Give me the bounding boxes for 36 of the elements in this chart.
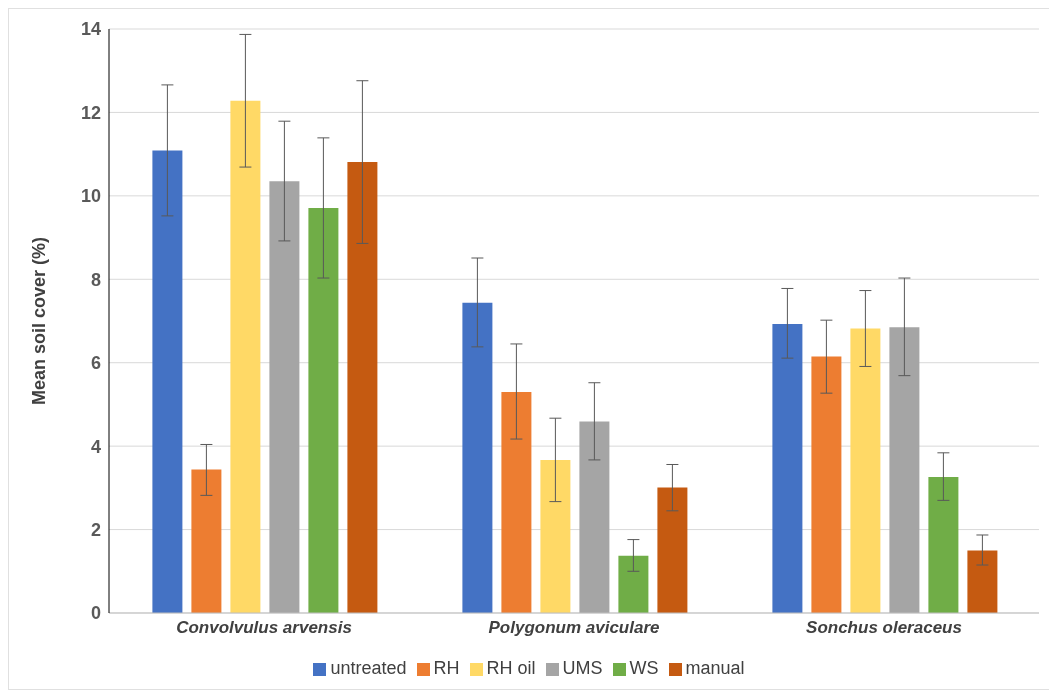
y-axis-title: Mean soil cover (%) xyxy=(29,236,50,406)
y-tick-label: 14 xyxy=(80,19,101,40)
bar xyxy=(928,477,959,613)
bar xyxy=(230,100,261,613)
bar xyxy=(967,550,998,613)
legend-label: untreated xyxy=(330,658,407,678)
y-tick-label: 2 xyxy=(90,519,101,540)
legend-label: RH xyxy=(433,658,460,678)
bar xyxy=(462,302,493,613)
y-tick-label: 12 xyxy=(80,102,101,123)
legend-label: RH oil xyxy=(486,658,536,678)
y-tick-label: 4 xyxy=(90,436,101,457)
x-tick-label: Convolvulus arvensis xyxy=(176,618,352,638)
bar xyxy=(811,356,842,613)
bar xyxy=(347,162,378,613)
bar xyxy=(618,555,649,613)
x-tick-label: Polygonum aviculare xyxy=(488,618,660,638)
bar xyxy=(889,327,920,613)
y-tick-label: 6 xyxy=(90,353,101,374)
bar xyxy=(850,328,881,613)
x-tick-label: Sonchus oleraceus xyxy=(806,618,962,638)
bar xyxy=(191,469,222,613)
bar xyxy=(540,459,571,613)
y-tick-label: 8 xyxy=(90,269,101,290)
bar xyxy=(657,487,688,613)
bar xyxy=(772,323,803,613)
bar xyxy=(152,150,183,613)
bar xyxy=(579,421,610,613)
legend-label: UMS xyxy=(562,658,603,678)
bar xyxy=(269,181,300,613)
legend-label: manual xyxy=(685,658,745,678)
y-tick-label: 10 xyxy=(80,186,101,207)
y-tick-label: 0 xyxy=(90,603,101,624)
legend-label: WS xyxy=(629,658,659,678)
bar xyxy=(308,207,339,613)
bar xyxy=(501,391,532,613)
